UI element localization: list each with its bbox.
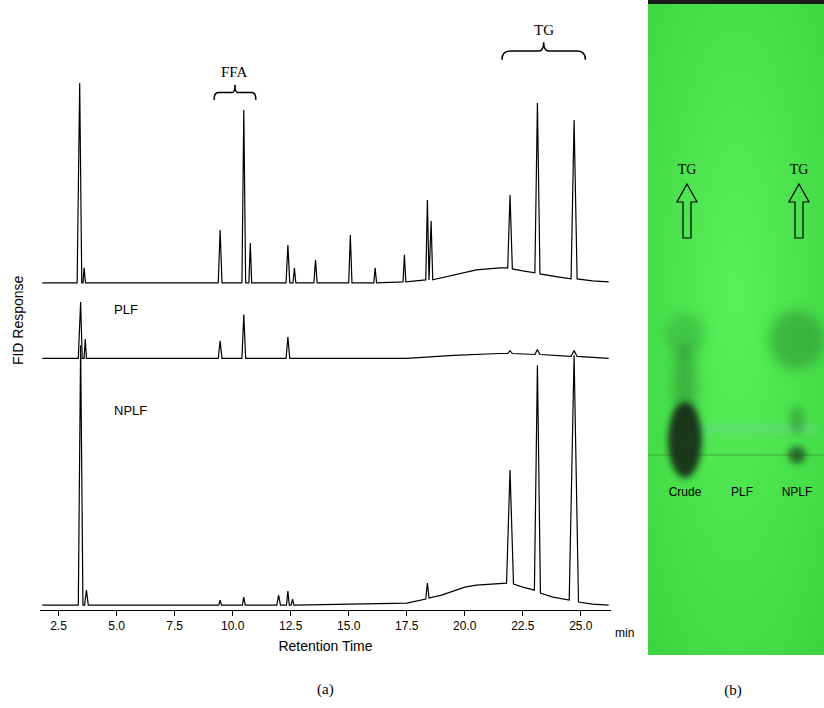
svg-text:Retention Time: Retention Time	[278, 638, 372, 654]
svg-text:17.5: 17.5	[395, 619, 419, 633]
svg-text:(b): (b)	[724, 682, 742, 699]
svg-text:20.0: 20.0	[453, 619, 477, 633]
svg-text:12.5: 12.5	[279, 619, 303, 633]
svg-text:15.0: 15.0	[337, 619, 361, 633]
svg-text:FFA: FFA	[221, 64, 248, 80]
svg-text:7.5: 7.5	[166, 619, 183, 633]
svg-text:TG: TG	[790, 162, 809, 177]
svg-text:TG: TG	[678, 162, 697, 177]
svg-text:(a): (a)	[317, 681, 334, 698]
svg-text:2.5: 2.5	[50, 619, 67, 633]
svg-text:Crude: Crude	[669, 485, 702, 499]
svg-text:PLF: PLF	[114, 302, 138, 317]
svg-text:TG: TG	[534, 22, 554, 38]
svg-text:NPLF: NPLF	[114, 403, 147, 418]
svg-text:PLF: PLF	[731, 485, 753, 499]
svg-text:5.0: 5.0	[108, 619, 125, 633]
svg-text:min: min	[615, 626, 634, 640]
svg-text:22.5: 22.5	[511, 619, 535, 633]
svg-text:25.0: 25.0	[569, 619, 593, 633]
svg-text:10.0: 10.0	[221, 619, 245, 633]
svg-text:NPLF: NPLF	[782, 485, 813, 499]
svg-text:FID Response: FID Response	[10, 275, 26, 365]
